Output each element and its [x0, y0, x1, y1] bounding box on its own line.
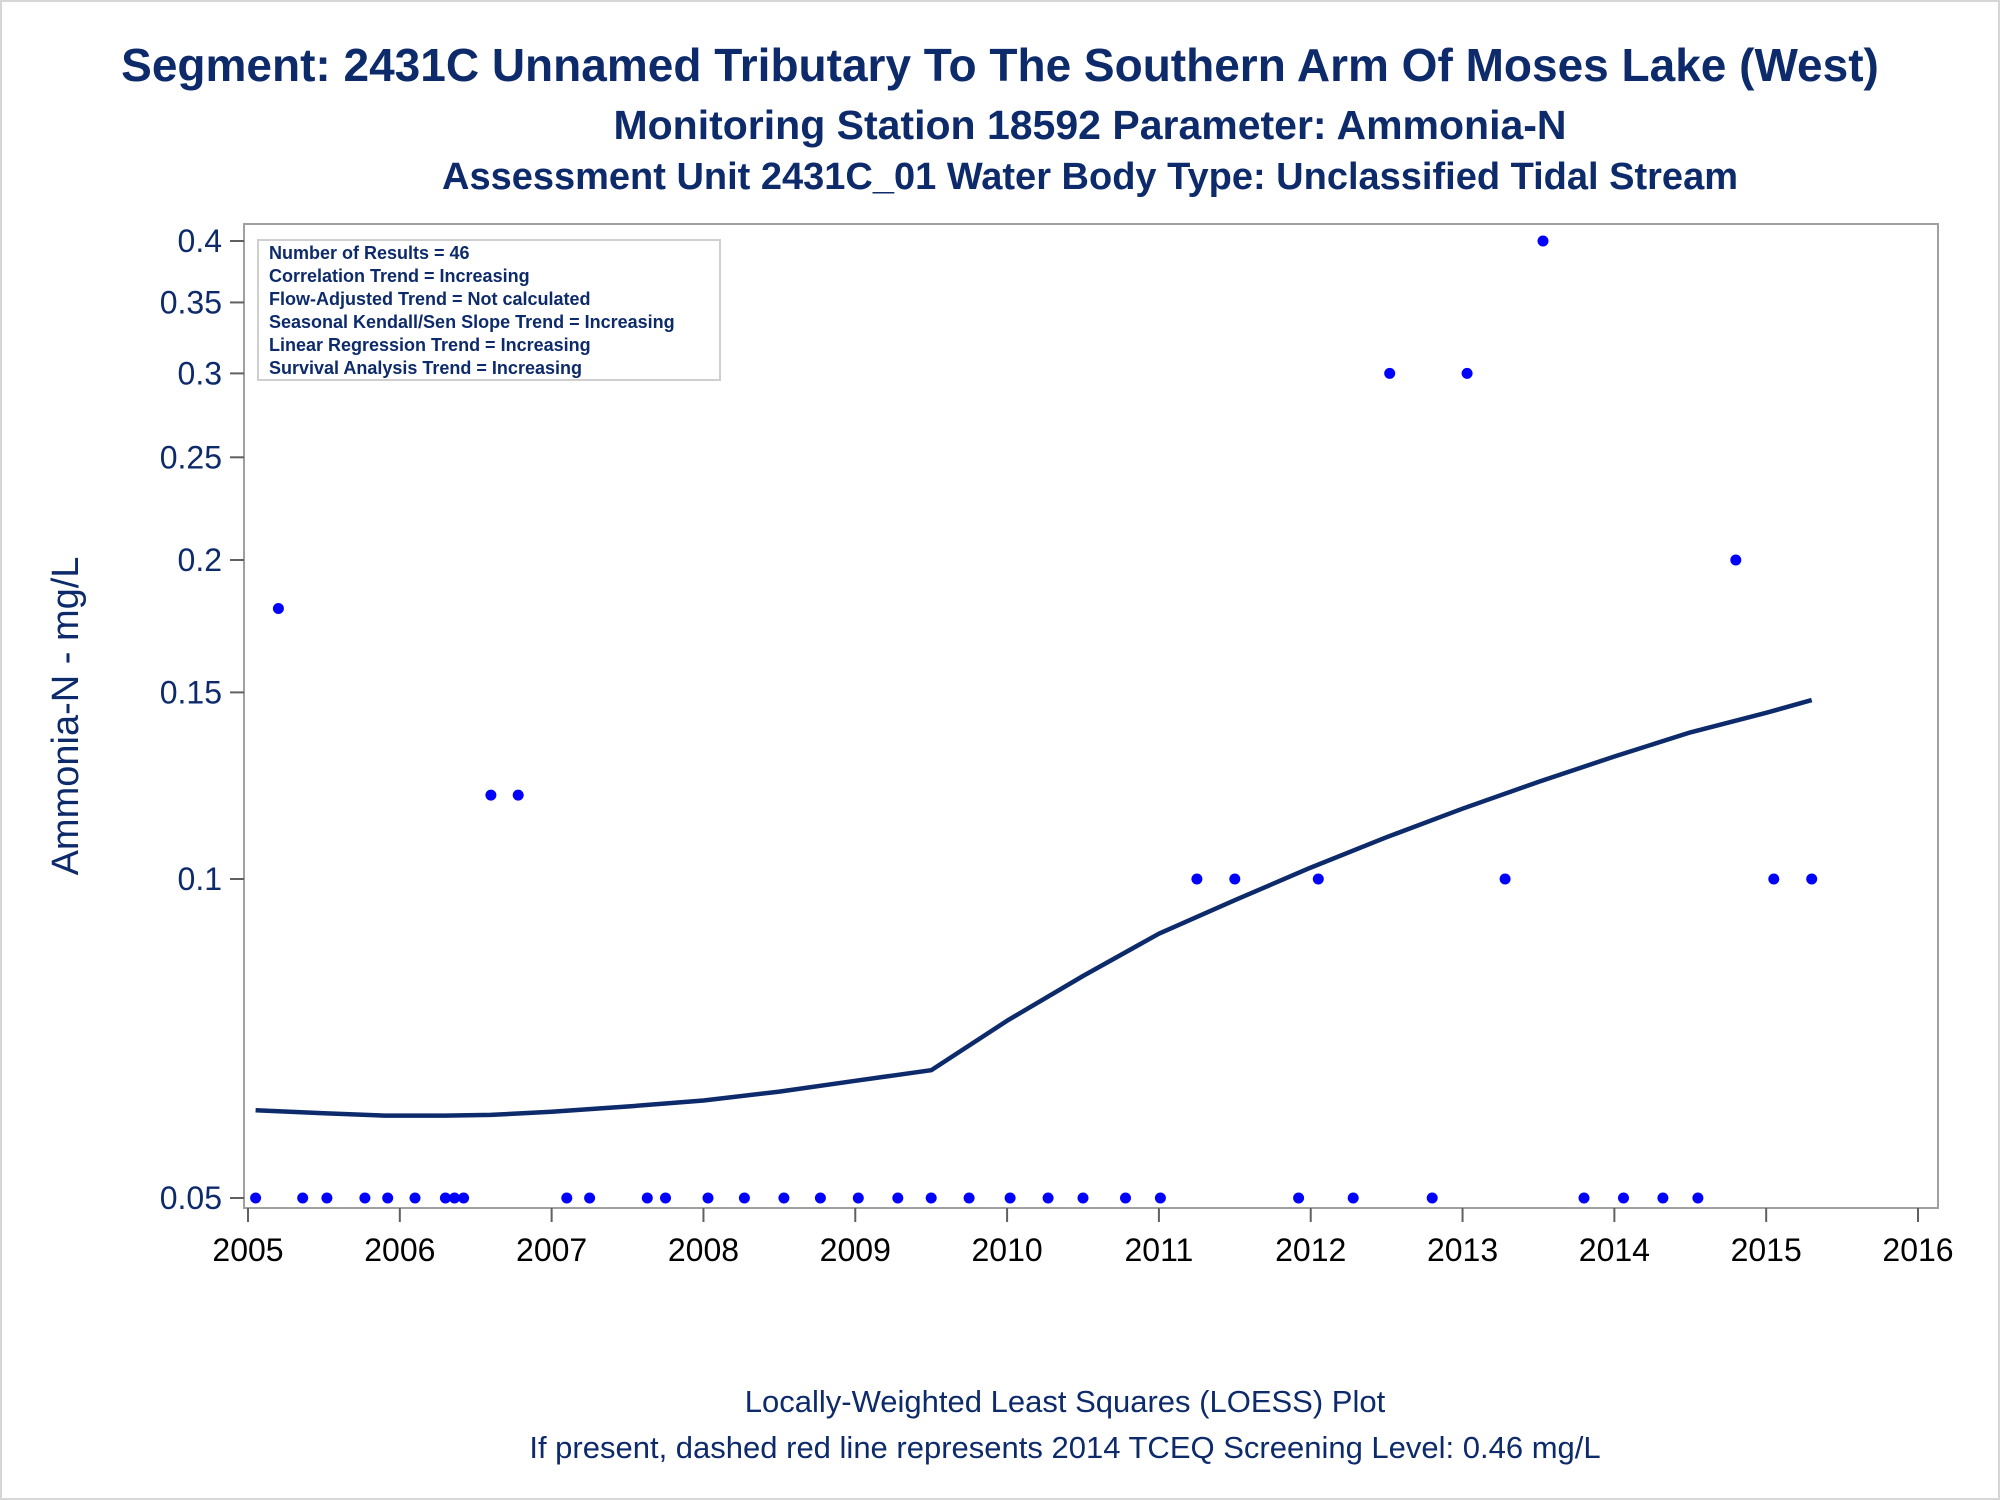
loess-line — [255, 697, 1813, 1118]
x-tick-label: 2016 — [1882, 1232, 1953, 1268]
footnote-loess: Locally-Weighted Least Squares (LOESS) P… — [744, 1384, 1386, 1419]
x-tick-label: 2008 — [668, 1232, 739, 1268]
x-tick-label: 2009 — [820, 1232, 891, 1268]
x-tick-label: 2012 — [1275, 1232, 1346, 1268]
data-point — [1229, 873, 1241, 885]
data-point — [1347, 1192, 1359, 1204]
x-tick-label: 2006 — [364, 1232, 435, 1268]
data-point — [1768, 873, 1780, 885]
data-point — [1293, 1192, 1305, 1204]
data-point — [963, 1192, 975, 1204]
x-axis: 2005 2006 2007 2008 2009 2010 2011 2012 2013 2014… — [212, 1208, 1954, 1268]
data-point — [1578, 1192, 1590, 1204]
data-point — [1657, 1192, 1669, 1204]
data-point — [382, 1192, 394, 1204]
data-point — [409, 1192, 421, 1204]
data-point — [1077, 1192, 1089, 1204]
data-point — [321, 1192, 333, 1204]
data-point — [702, 1192, 714, 1204]
data-point — [1384, 367, 1396, 379]
stats-box-frame — [257, 239, 721, 381]
data-point — [1004, 1192, 1016, 1204]
data-point — [359, 1192, 371, 1204]
chart-subtitle-station: Monitoring Station 18592 Parameter: Ammo… — [613, 102, 1567, 148]
data-point — [778, 1192, 790, 1204]
y-tick-label: 0.4 — [178, 223, 222, 259]
y-axis-label: Ammonia-N - mg/L — [45, 557, 87, 876]
x-tick-label: 2007 — [516, 1232, 587, 1268]
chart-subtitle-assessment: Assessment Unit 2431C_01 Water Body Type… — [442, 156, 1738, 198]
stats-box: Number of Results = 46 Correlation Trend … — [257, 239, 721, 381]
data-point — [1426, 1192, 1438, 1204]
data-point — [1154, 1192, 1166, 1204]
footnote-screening: If present, dashed red line represents 2… — [529, 1430, 1601, 1465]
data-point — [1537, 235, 1549, 247]
data-point — [1692, 1192, 1704, 1204]
x-tick-label: 2014 — [1579, 1232, 1650, 1268]
stats-line: Flow-Adjusted Trend = Not calculated — [269, 289, 591, 309]
data-point — [641, 1192, 653, 1204]
data-point — [1618, 1192, 1629, 1204]
data-point — [892, 1192, 904, 1204]
data-point — [1042, 1192, 1054, 1204]
x-tick-label: 2011 — [1125, 1232, 1194, 1268]
y-tick-label: 0.25 — [160, 439, 222, 475]
data-point — [1499, 873, 1511, 885]
data-point — [458, 1192, 470, 1204]
data-point — [660, 1192, 671, 1204]
data-point — [584, 1192, 596, 1204]
data-point — [250, 1192, 262, 1204]
data-point — [439, 1192, 451, 1204]
data-point — [738, 1192, 750, 1204]
data-point — [1461, 367, 1473, 379]
y-tick-label: 0.15 — [160, 674, 222, 710]
data-point — [297, 1192, 309, 1204]
x-tick-label: 2015 — [1731, 1232, 1802, 1268]
x-tick-label: 2005 — [212, 1232, 283, 1268]
data-point — [1730, 554, 1742, 566]
stats-line: Survival Analysis Trend = Increasing — [269, 358, 582, 378]
x-tick-label: 2013 — [1427, 1232, 1498, 1268]
y-tick-label: 0.2 — [178, 542, 222, 578]
data-point — [512, 789, 524, 801]
data-point — [485, 789, 497, 801]
data-point — [1806, 873, 1818, 885]
stats-line: Seasonal Kendall/Sen Slope Trend = Incre… — [269, 312, 675, 332]
plot-area-frame — [243, 223, 1939, 1209]
y-tick-label: 0.1 — [178, 861, 222, 897]
y-tick-label: 0.35 — [160, 284, 222, 320]
data-point — [561, 1192, 573, 1204]
stats-line: Number of Results = 46 — [269, 243, 470, 263]
stats-line: Linear Regression Trend = Increasing — [269, 335, 591, 355]
y-tick-label: 0.3 — [178, 355, 222, 391]
loess-layer — [255, 697, 1813, 1118]
data-point — [814, 1192, 826, 1204]
data-point — [1312, 873, 1324, 885]
y-axis: 0.05 0.1 0.15 0.2 0.25 0.3 0.35 0.4 — [160, 223, 244, 1216]
data-point — [1191, 873, 1203, 885]
stats-line: Correlation Trend = Increasing — [269, 266, 530, 286]
x-tick-label: 2010 — [971, 1232, 1042, 1268]
data-point — [1120, 1192, 1131, 1204]
data-point — [272, 603, 284, 614]
chart-title: Segment: 2431C Unnamed Tributary To The … — [121, 39, 1879, 91]
data-point — [449, 1192, 460, 1204]
points-layer — [250, 235, 1818, 1204]
y-tick-label: 0.05 — [160, 1180, 222, 1216]
data-point — [852, 1192, 864, 1204]
data-point — [925, 1192, 937, 1204]
